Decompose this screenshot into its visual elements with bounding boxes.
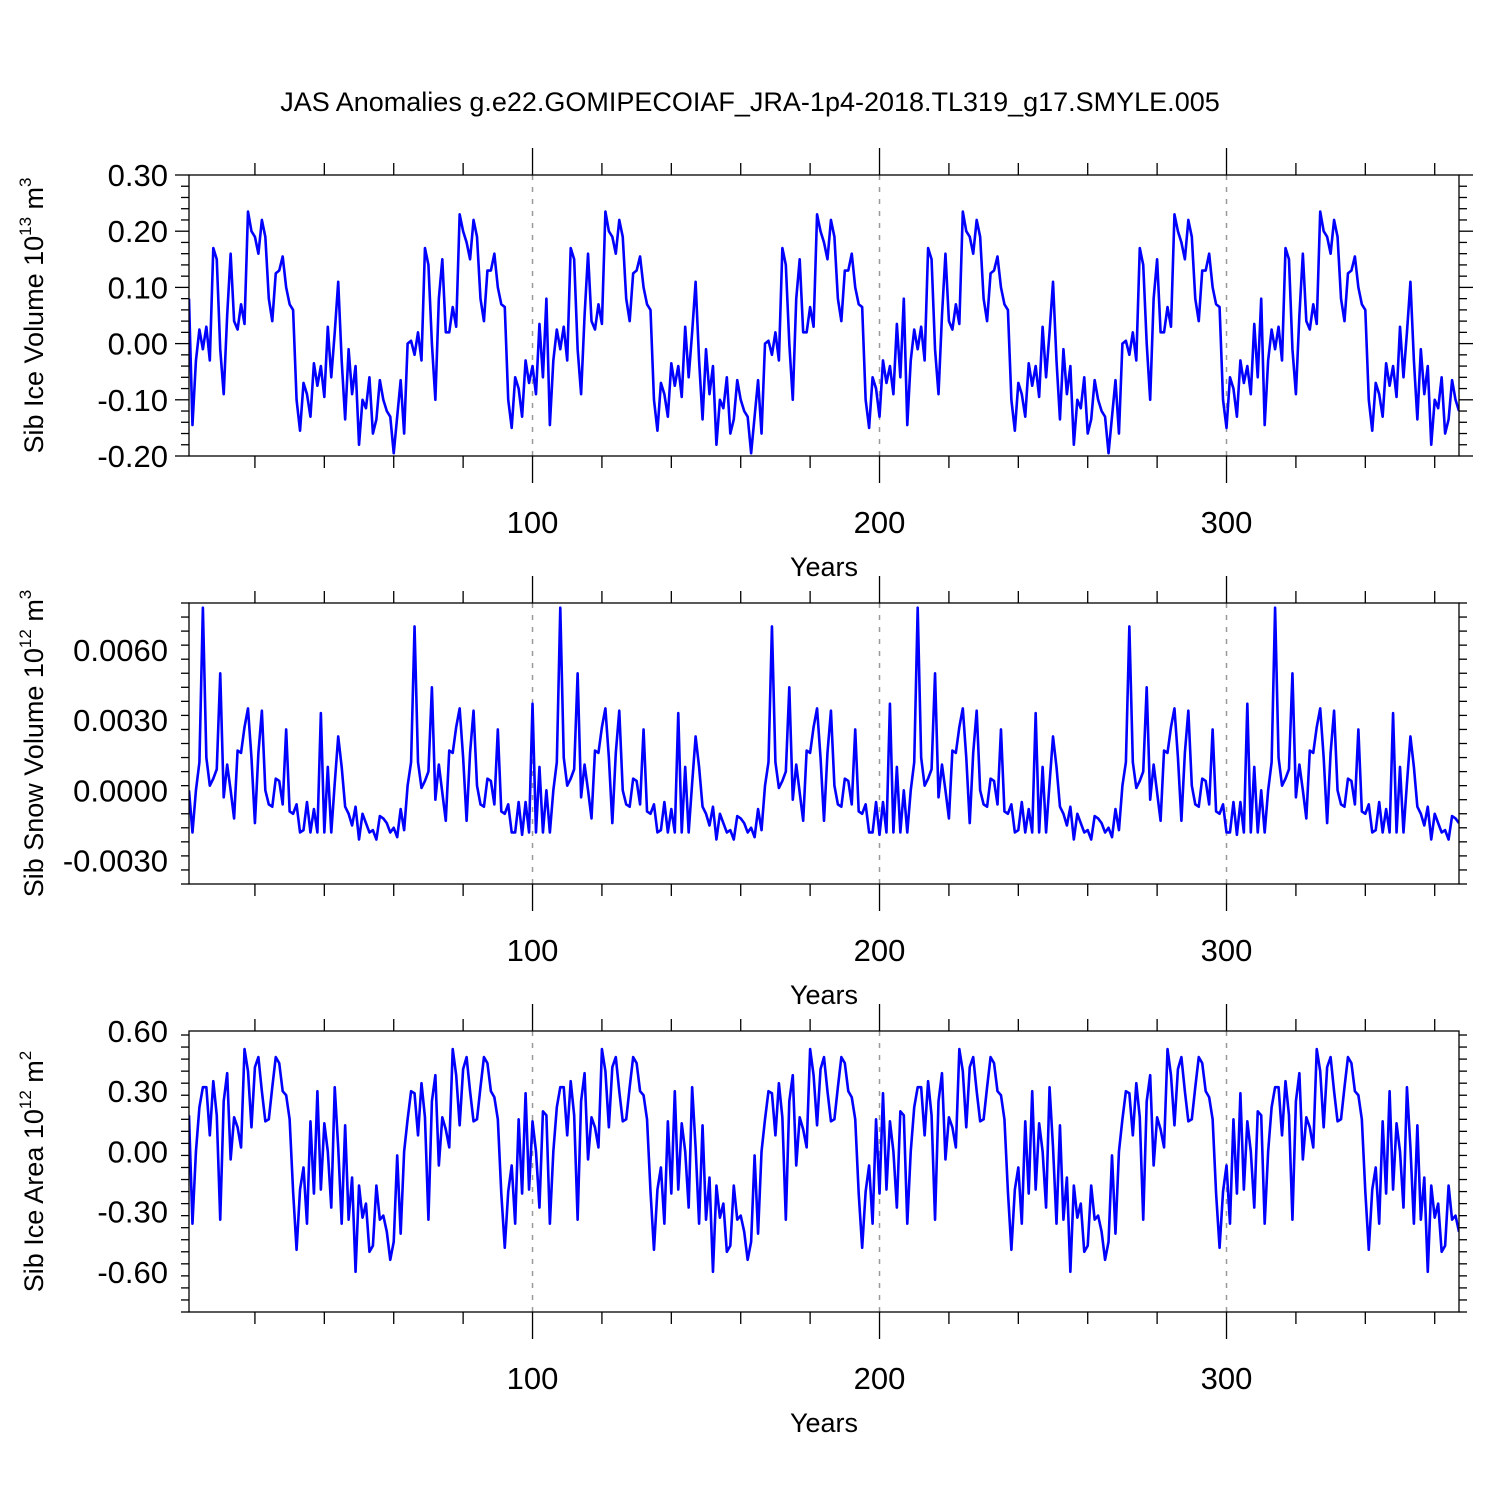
y-axis-label: Sib Snow Volume 1012 m3 [16,590,49,898]
y-tick-label: -0.0030 [63,844,168,879]
y-tick-label: 0.60 [108,1014,168,1049]
plot-frame [188,602,1460,885]
y-tick-label: -0.10 [97,383,168,418]
plot-frame [188,174,1460,457]
y-tick-label: 0.0060 [73,633,168,668]
y-tick-label: -0.30 [97,1195,168,1230]
series-line [189,1047,1459,1274]
x-axis-label: Years [790,1408,858,1438]
x-tick-label: 100 [507,505,559,540]
x-tick-label: 200 [854,933,906,968]
y-tick-label: -0.60 [97,1255,168,1290]
y-tick-label: 0.10 [108,270,168,305]
x-tick-label: 200 [854,1361,906,1396]
y-tick-label: 0.0000 [73,773,168,808]
panel-1: -0.20 -0.10 0.00 0.10 0.20 0.30 100 200 300 Years… [16,148,1473,582]
y-tick-label: 0.00 [108,1134,168,1169]
chart-title: JAS Anomalies g.e22.GOMIPECOIAF_JRA-1p4-… [280,87,1220,117]
y-tick-label: 0.0030 [73,703,168,738]
x-tick-label: 100 [507,1361,559,1396]
series-line [189,606,1459,841]
y-tick-label: 0.20 [108,214,168,249]
y-axis-label: Sib Ice Area 1012 m2 [16,1051,49,1293]
y-tick-label: 0.30 [108,158,168,193]
x-tick-label: 300 [1201,505,1253,540]
y-axis-label: Sib Ice Volume 1013 m3 [16,177,49,453]
x-tick-label: 200 [854,505,906,540]
panel-2: -0.0030 0.0000 0.0030 0.0060 100 200 300 Years S… [16,576,1467,1010]
x-tick-label: 300 [1201,1361,1253,1396]
panels: -0.20 -0.10 0.00 0.10 0.20 0.30 100 200 300 Years… [16,148,1473,1438]
y-tick-label: 0.00 [108,327,168,362]
panel-3: -0.60 -0.30 0.00 0.30 0.60 100 200 300 Years Sib … [16,1004,1467,1438]
x-tick-label: 300 [1201,933,1253,968]
y-tick-label: -0.20 [97,439,168,474]
series-line [189,210,1459,455]
x-axis-label: Years [790,552,858,582]
x-axis-label: Years [790,980,858,1010]
plot-frame [188,1030,1460,1313]
x-tick-label: 100 [507,933,559,968]
y-tick-label: 0.30 [108,1074,168,1109]
